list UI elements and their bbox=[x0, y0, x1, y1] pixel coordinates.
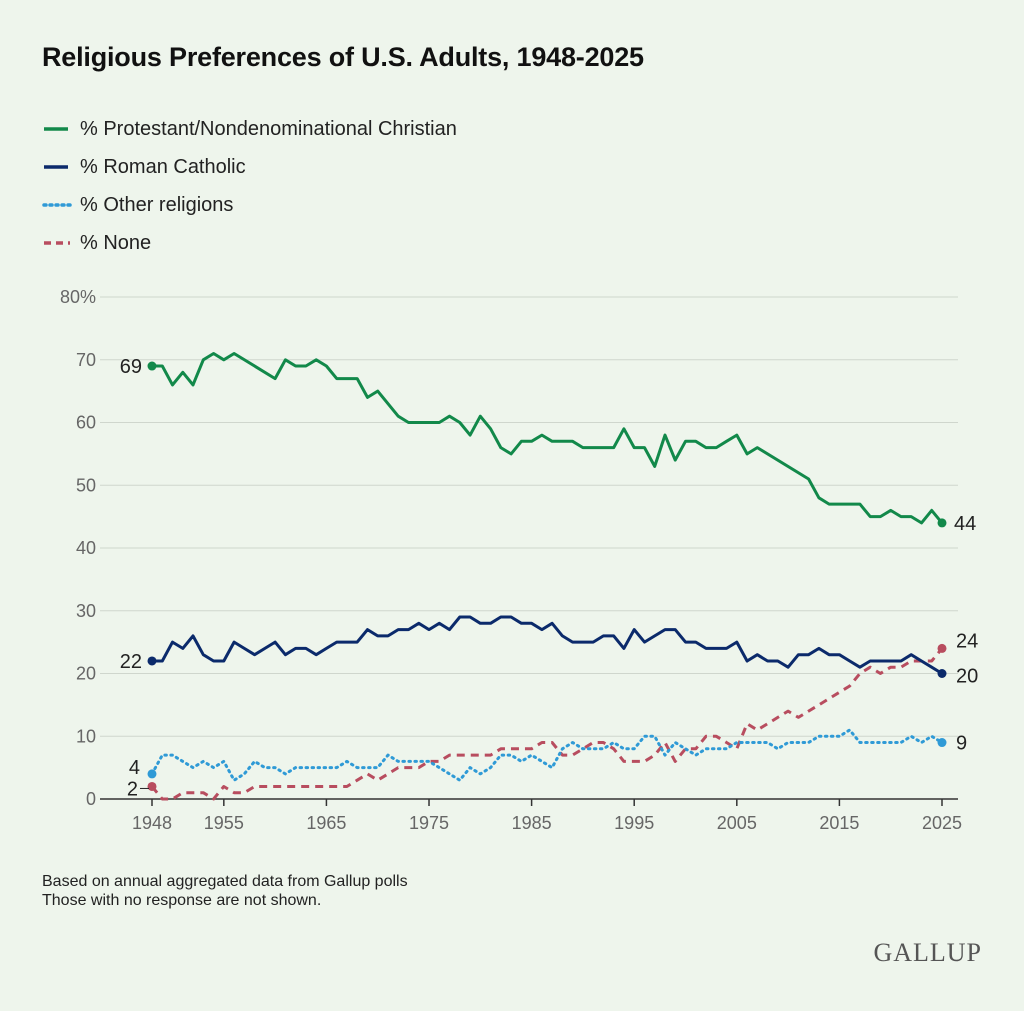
x-tick-label-1965: 1965 bbox=[306, 813, 346, 833]
start-dot-other bbox=[147, 769, 157, 779]
legend-label-protestant: % Protestant/Nondenominational Christian bbox=[80, 117, 457, 140]
x-tick-label-2005: 2005 bbox=[717, 813, 757, 833]
series-endpoints: 69 44 22 20 4 9 2 24 bbox=[120, 356, 979, 800]
legend-item-other: % Other religions bbox=[42, 186, 457, 224]
legend-item-catholic: % Roman Catholic bbox=[42, 148, 457, 186]
start-label-catholic: 22 bbox=[120, 651, 142, 673]
y-tick-label-10: 10 bbox=[76, 726, 96, 746]
end-label-other: 9 bbox=[956, 733, 967, 755]
y-axis-ticks: 0 10 20 30 40 50 60 70 80% bbox=[60, 287, 96, 809]
start-dot-none bbox=[147, 781, 157, 791]
y-tick-label-20: 20 bbox=[76, 664, 96, 684]
series-line-protestant bbox=[152, 352, 944, 525]
series-lines bbox=[150, 352, 944, 801]
x-tick-label-1995: 1995 bbox=[614, 813, 654, 833]
x-tick-label-1975: 1975 bbox=[409, 813, 449, 833]
y-tick-label-30: 30 bbox=[76, 601, 96, 621]
y-tick-label-40: 40 bbox=[76, 538, 96, 558]
legend-swatch-catholic bbox=[44, 165, 68, 169]
x-tick-label-1948: 1948 bbox=[132, 813, 172, 833]
x-axis: 1948 1955 1965 1975 1985 1995 2005 2015 2025 bbox=[100, 798, 962, 833]
legend-label-catholic: % Roman Catholic bbox=[80, 155, 246, 178]
y-tick-label-60: 60 bbox=[76, 413, 96, 433]
end-dot-other bbox=[937, 738, 947, 748]
legend-label-other: % Other religions bbox=[80, 193, 234, 216]
end-label-catholic: 20 bbox=[956, 666, 978, 688]
gridlines bbox=[100, 296, 958, 737]
legend-swatch-protestant bbox=[44, 127, 68, 131]
x-tick-label-1985: 1985 bbox=[512, 813, 552, 833]
legend-item-none: % None bbox=[42, 224, 457, 262]
end-label-protestant: 44 bbox=[954, 513, 976, 535]
start-dot-catholic bbox=[147, 656, 157, 666]
footnote-line-1: Based on annual aggregated data from Gal… bbox=[42, 873, 408, 890]
series-line-none bbox=[150, 647, 944, 801]
y-tick-label-80: 80% bbox=[60, 287, 96, 307]
x-tick-label-2015: 2015 bbox=[819, 813, 859, 833]
gallup-logo: GALLUP bbox=[873, 938, 982, 967]
legend-swatch-other bbox=[42, 203, 72, 207]
legend: % Protestant/Nondenominational Christian… bbox=[42, 110, 457, 262]
start-label-none: 2 bbox=[127, 778, 138, 800]
start-dot-protestant bbox=[147, 361, 157, 371]
x-tick-label-2025: 2025 bbox=[922, 813, 962, 833]
end-dot-protestant bbox=[937, 518, 947, 528]
legend-label-none: % None bbox=[80, 231, 152, 254]
start-label-protestant: 69 bbox=[120, 356, 142, 378]
x-tick-label-1955: 1955 bbox=[204, 813, 244, 833]
legend-swatch-none bbox=[44, 241, 70, 245]
start-label-other: 4 bbox=[129, 757, 140, 779]
series-line-catholic bbox=[152, 615, 943, 675]
legend-item-protestant: % Protestant/Nondenominational Christian bbox=[42, 110, 457, 148]
series-line-other bbox=[150, 728, 944, 782]
y-tick-label-70: 70 bbox=[76, 350, 96, 370]
end-dot-catholic bbox=[937, 669, 947, 678]
footnote: Based on annual aggregated data from Gal… bbox=[42, 872, 408, 910]
end-dot-none bbox=[937, 643, 947, 653]
end-label-none: 24 bbox=[956, 630, 978, 652]
y-tick-label-0: 0 bbox=[86, 789, 96, 809]
footnote-line-2: Those with no response are not shown. bbox=[42, 892, 322, 909]
y-tick-label-50: 50 bbox=[76, 475, 96, 495]
chart-title: Religious Preferences of U.S. Adults, 19… bbox=[42, 42, 644, 72]
